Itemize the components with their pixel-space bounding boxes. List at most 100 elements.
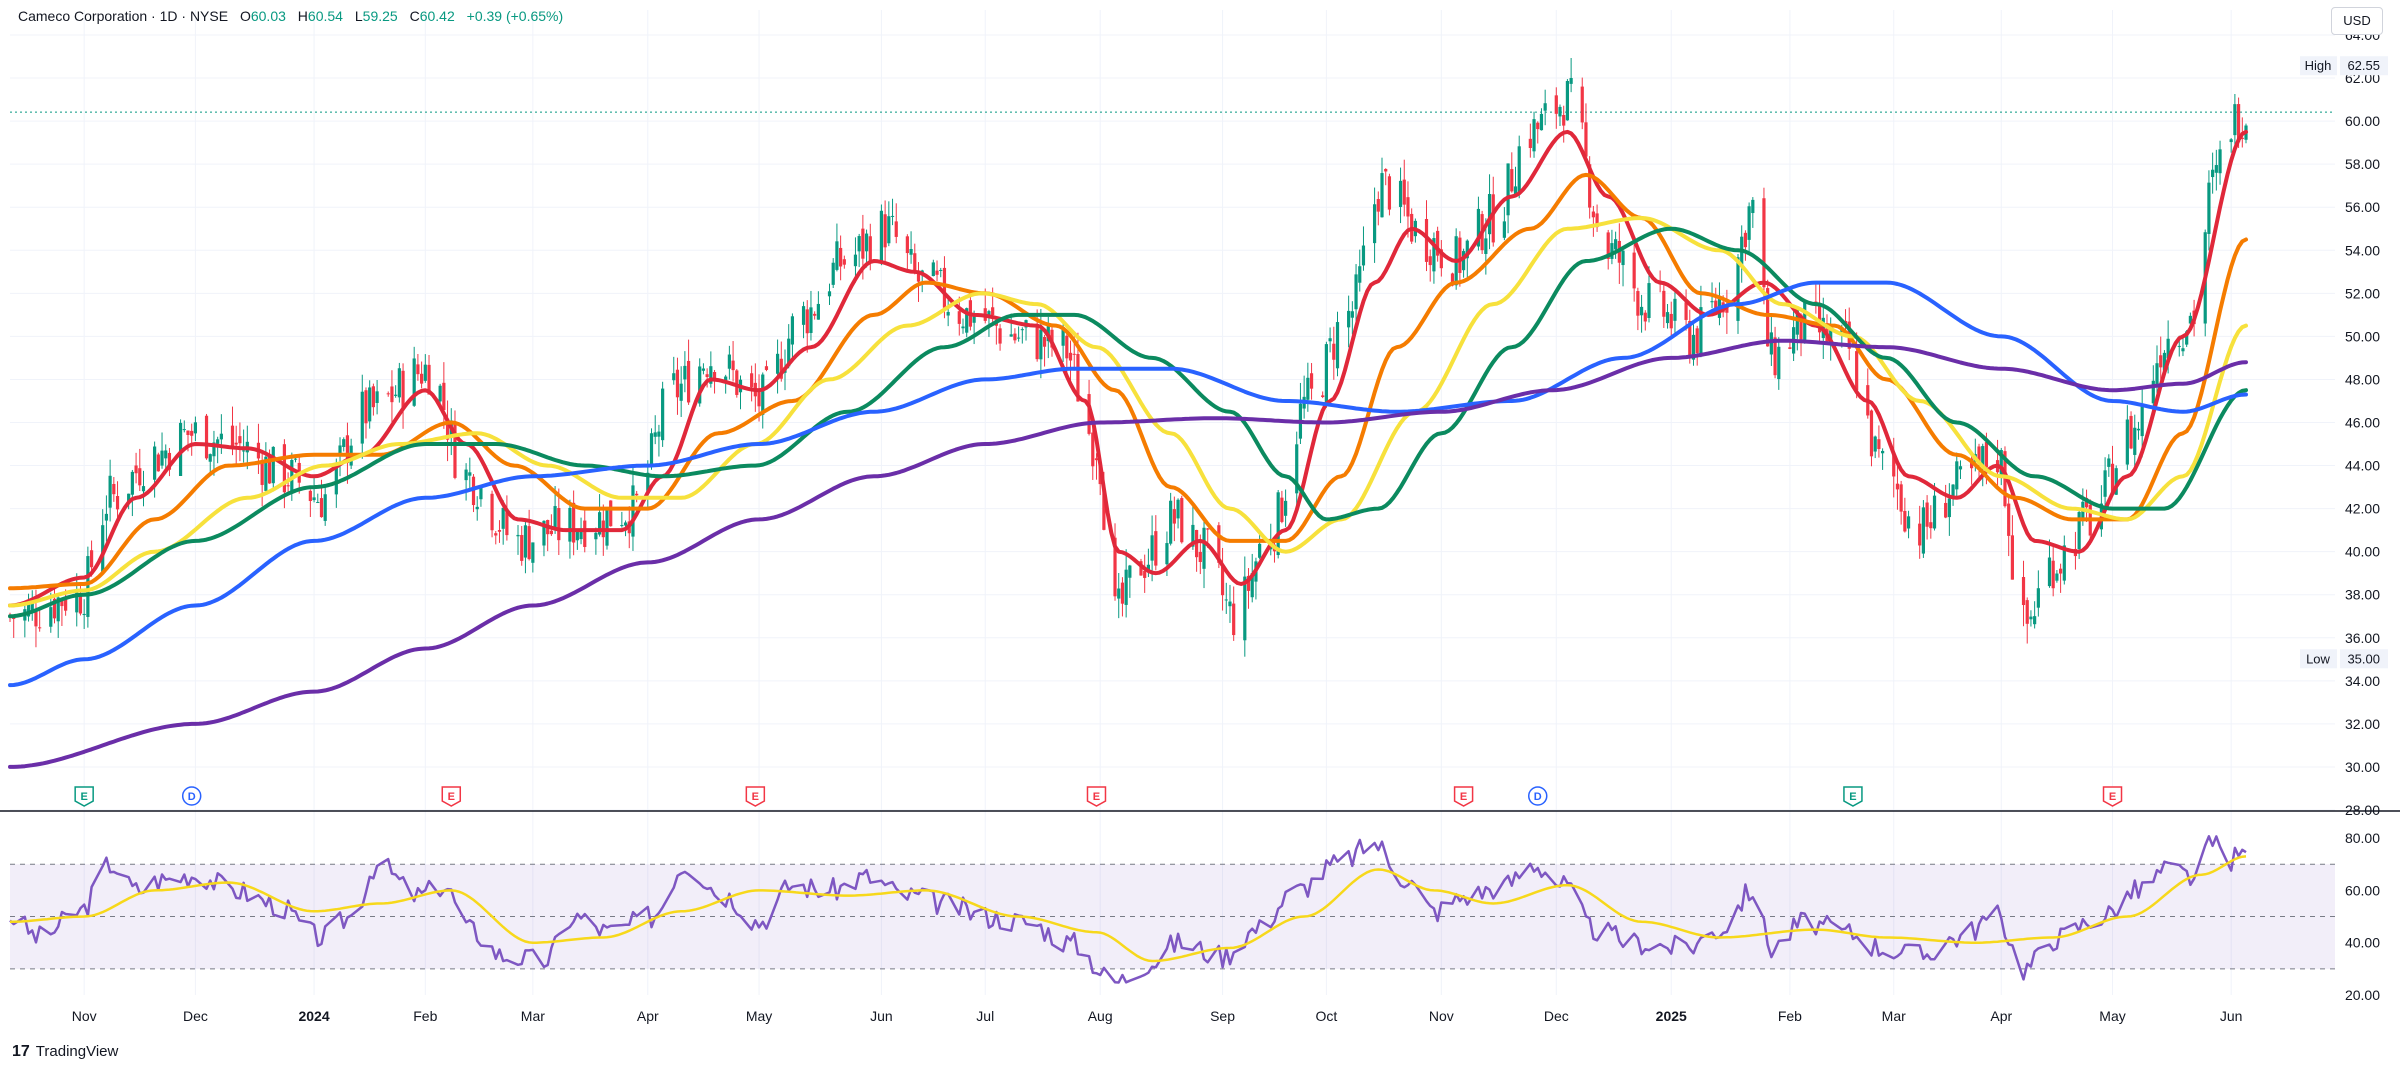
- tradingview-logo[interactable]: 17 TradingView: [12, 1043, 118, 1061]
- candle: [12, 614, 16, 638]
- candle: [1276, 489, 1280, 559]
- candle-body: [2140, 403, 2144, 437]
- candle-body: [212, 442, 216, 457]
- candle: [1554, 87, 1558, 129]
- candle: [1951, 484, 1955, 506]
- earnings-marker[interactable]: E: [1453, 786, 1474, 807]
- rsi-y-tick-label: 40.00: [2345, 935, 2380, 951]
- candle-body: [345, 435, 350, 464]
- candle-body: [442, 382, 446, 411]
- candle-body: [764, 366, 769, 370]
- candle-body: [1873, 436, 1877, 452]
- candle: [1740, 225, 1744, 283]
- y-tick-label: 34.00: [2345, 673, 2380, 689]
- candle: [1569, 58, 1573, 93]
- candle-body: [801, 306, 806, 325]
- candle: [1354, 264, 1358, 325]
- candle: [423, 354, 427, 383]
- candle-body: [60, 599, 64, 607]
- x-tick-label: Mar: [1882, 1008, 1906, 1024]
- candle: [167, 447, 172, 477]
- event-marker-code: E: [1460, 791, 1467, 803]
- candle: [1621, 247, 1625, 287]
- earnings-marker-icon: [441, 786, 462, 807]
- earnings-marker[interactable]: E: [1843, 786, 1863, 807]
- low-marker-label-bg: [2300, 649, 2337, 669]
- candle: [686, 339, 691, 405]
- candle-body: [52, 598, 57, 619]
- candle-body: [1855, 351, 1859, 391]
- candle: [1617, 223, 1621, 284]
- earnings-marker[interactable]: E: [441, 786, 462, 807]
- candle: [1532, 111, 1536, 158]
- candle-body: [2136, 428, 2141, 431]
- candle: [775, 339, 780, 394]
- candle: [957, 296, 961, 336]
- candle-body: [182, 429, 186, 431]
- candle-body: [394, 394, 398, 396]
- candle-body: [2036, 588, 2040, 608]
- candle: [2233, 93, 2237, 145]
- candle-body: [827, 291, 832, 297]
- candle-body: [1984, 442, 1989, 468]
- candle: [1958, 460, 1963, 480]
- candle: [1124, 549, 1128, 618]
- dividend-marker[interactable]: D: [181, 786, 202, 806]
- candle: [182, 420, 186, 433]
- candle: [835, 223, 839, 272]
- main-grid: [10, 10, 2335, 995]
- dividend-marker[interactable]: D: [1528, 786, 1548, 806]
- earnings-marker[interactable]: E: [2102, 786, 2123, 807]
- candle-body: [1691, 334, 1696, 360]
- candle-body: [620, 525, 624, 527]
- candle: [1944, 484, 1948, 519]
- candle-body: [1250, 573, 1254, 598]
- candle-body: [2055, 573, 2059, 581]
- candle: [649, 428, 654, 470]
- candle: [998, 324, 1002, 351]
- earnings-marker[interactable]: E: [745, 786, 766, 807]
- candle-body: [2185, 331, 2189, 345]
- close-value: 60.42: [419, 8, 455, 24]
- candle: [1436, 226, 1440, 262]
- candle-body: [1202, 527, 1206, 569]
- candle-body: [186, 430, 190, 436]
- candle: [1232, 586, 1236, 641]
- candle: [108, 459, 112, 522]
- candle-body: [1736, 257, 1740, 321]
- candle-body: [709, 366, 713, 384]
- candle-body: [887, 216, 891, 244]
- currency-button[interactable]: USD: [2331, 7, 2383, 35]
- candle-body: [1324, 344, 1328, 404]
- candle: [1614, 231, 1618, 259]
- candle: [2181, 337, 2185, 357]
- candle: [156, 452, 160, 472]
- earnings-marker-icon: [1843, 786, 1863, 807]
- earnings-marker[interactable]: E: [74, 786, 94, 807]
- candle: [1361, 226, 1366, 271]
- candle-body: [2229, 139, 2233, 143]
- candle-body: [879, 210, 884, 262]
- candle-body: [809, 307, 813, 333]
- candle-body: [1699, 307, 1703, 354]
- candle-body: [427, 364, 431, 395]
- high-marker-label-bg: [2300, 56, 2337, 76]
- candle-body: [679, 383, 683, 401]
- candle: [204, 413, 209, 460]
- candle: [216, 436, 220, 464]
- candle-body: [1428, 256, 1432, 266]
- candle-body: [464, 469, 468, 481]
- candle: [1699, 285, 1703, 358]
- candle-body: [130, 471, 134, 495]
- earnings-marker[interactable]: E: [1086, 786, 1107, 807]
- candle: [1788, 342, 1792, 350]
- y-tick-label: 38.00: [2345, 587, 2380, 603]
- candle: [2129, 411, 2133, 450]
- candle: [1128, 564, 1132, 598]
- candle-body: [1932, 495, 1937, 529]
- candle-body: [1039, 329, 1043, 360]
- candle-body: [583, 520, 587, 547]
- candle: [1906, 510, 1911, 539]
